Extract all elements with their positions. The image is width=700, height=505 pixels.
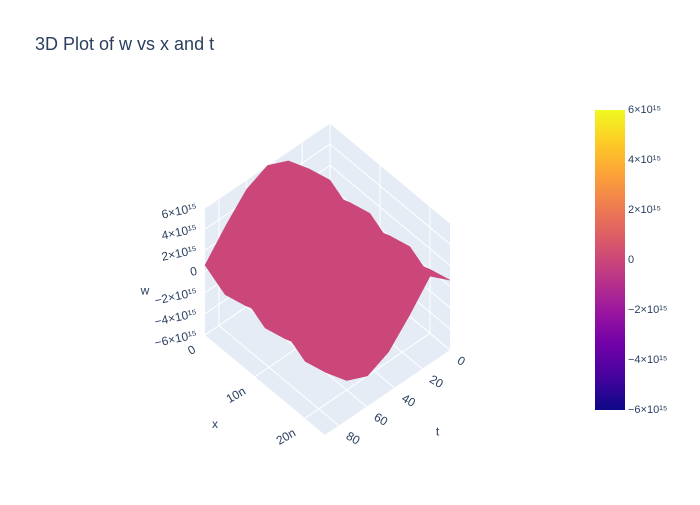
t-tick-label: 60 bbox=[372, 410, 391, 429]
colorbar-tick-label: −4×10¹⁵ bbox=[628, 354, 667, 366]
z-tick-label: −2×10¹⁵ bbox=[153, 285, 198, 308]
colorbar-tick-label: −2×10¹⁵ bbox=[628, 304, 667, 316]
colorbar-tick-label: −6×10¹⁵ bbox=[628, 404, 667, 416]
t-tick-label: 0 bbox=[455, 353, 468, 369]
t-tick-label: 40 bbox=[399, 391, 418, 410]
colorbar bbox=[595, 110, 625, 410]
colorbar-tick-label: 0 bbox=[628, 254, 634, 266]
t-tick-label: 20 bbox=[427, 372, 446, 391]
x-axis-title: x bbox=[212, 417, 218, 431]
t-axis-title: t bbox=[436, 425, 440, 439]
x-tick-label: 0 bbox=[185, 342, 198, 358]
z-tick-label: 4×10¹⁵ bbox=[160, 222, 198, 243]
z-tick-label: −4×10¹⁵ bbox=[153, 306, 198, 329]
colorbar-tick-label: 6×10¹⁵ bbox=[628, 104, 661, 116]
chart-title: 3D Plot of w vs x and t bbox=[35, 34, 214, 54]
z-tick-label: 6×10¹⁵ bbox=[160, 200, 198, 221]
z-tick-label: 0 bbox=[189, 264, 199, 279]
x-tick-label: 10n bbox=[224, 384, 248, 406]
x-tick-label: 20n bbox=[274, 426, 298, 448]
z-axis-title: w bbox=[140, 284, 150, 298]
z-tick-label: 2×10¹⁵ bbox=[160, 243, 198, 264]
surface-patch bbox=[304, 325, 347, 373]
t-tick-label: 80 bbox=[344, 429, 363, 448]
colorbar-tick-label: 4×10¹⁵ bbox=[628, 154, 661, 166]
colorbar-tick-label: 2×10¹⁵ bbox=[628, 204, 661, 216]
